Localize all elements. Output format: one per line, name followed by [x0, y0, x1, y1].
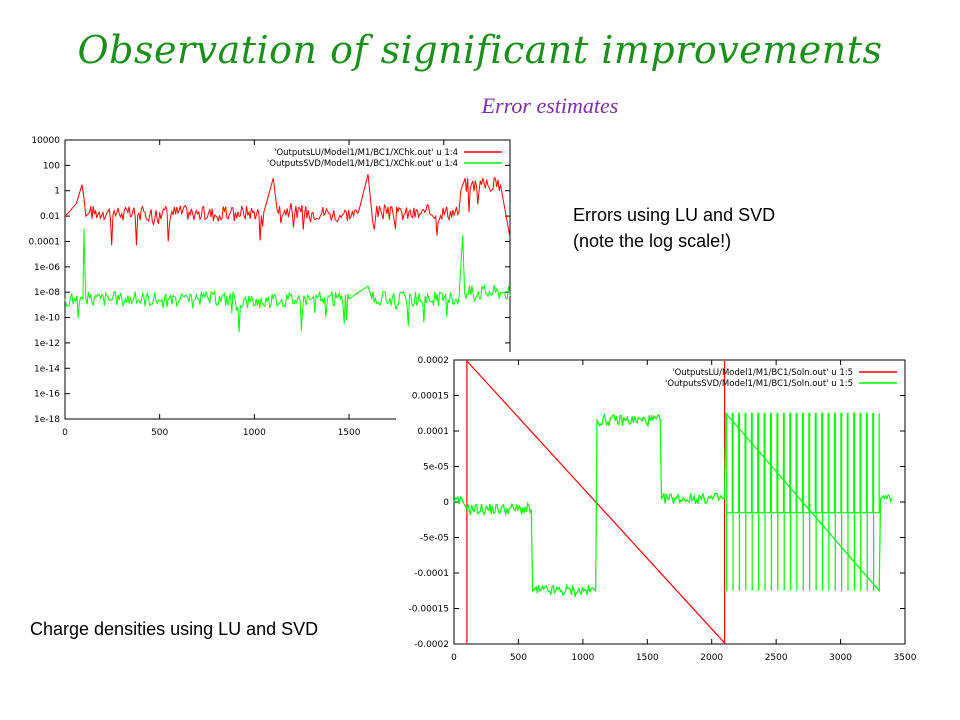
- errors-chart-ytick-label: 1: [54, 187, 60, 197]
- charge-chart-series-pulses: [725, 412, 880, 591]
- slide-title: Observation of significant improvements: [77, 28, 883, 72]
- charge-chart-ytick-label: 0.00015: [412, 392, 449, 402]
- errors-chart-ytick-label: 0.0001: [29, 237, 61, 247]
- errors-note-line2: (note the log scale!): [573, 231, 732, 251]
- errors-chart-xtick-label: 1000: [243, 428, 266, 438]
- errors-chart-ytick-label: 1e-16: [34, 390, 60, 400]
- charge-chart-xtick-label: 1000: [571, 653, 594, 663]
- errors-chart-ytick-label: 10000: [31, 136, 60, 146]
- charge-chart-ytick-label: -0.00015: [409, 605, 449, 615]
- errors-chart-ytick-label: 1e-10: [34, 314, 60, 324]
- charge-chart-xtick-label: 0: [451, 653, 457, 663]
- charge-chart-xtick-label: 3500: [894, 653, 917, 663]
- charge-chart-ytick-label: 0.0002: [418, 356, 450, 366]
- errors-chart-xtick-label: 0: [62, 428, 68, 438]
- errors-chart-legend-label-1: 'OutputsLU/Model1/M1/BC1/XChk.out' u 1:4: [274, 148, 458, 158]
- charge-chart-ytick-label: -0.0001: [414, 569, 449, 579]
- errors-chart-xtick-label: 500: [151, 428, 168, 438]
- errors-log-chart-svg: 1000010010.010.00011e-061e-081e-101e-121…: [29, 136, 511, 438]
- errors-chart-xtick-label: 1500: [338, 428, 361, 438]
- charge-chart-ytick-label: 0.0001: [418, 427, 450, 437]
- errors-chart-series-line-2: [64, 228, 511, 333]
- errors-note-line1: Errors using LU and SVD: [573, 205, 776, 225]
- charge-chart-ytick-label: 5e-05: [423, 463, 449, 473]
- errors-note: Errors using LU and SVD (note the log sc…: [573, 202, 775, 254]
- errors-chart-plot-frame: [64, 139, 511, 420]
- errors-chart-ytick-label: 1e-14: [34, 364, 60, 374]
- charge-chart-legend-label-2: 'OutputsSVD/Model1/M1/BC1/Soln.out' u 1:…: [665, 379, 853, 389]
- charge-chart-xtick-label: 2000: [700, 653, 723, 663]
- errors-log-chart: 10000 100 1 0.01 0.0001 1e-06 1e-08 1e-10 1e-12 1…: [18, 133, 526, 443]
- charge-density-chart-svg: 0.0002 0.00015 0.0001 5e-05 0 -5e-05 -0.0001 -0…: [409, 356, 917, 663]
- errors-chart-ytick-label: 1e-08: [34, 288, 60, 298]
- errors-chart-ytick-label: 1e-12: [34, 339, 60, 349]
- charge-chart-xtick-label: 3000: [829, 653, 852, 663]
- charge-chart-ytick-label: -5e-05: [420, 534, 449, 544]
- charge-chart-legend-label-1: 'OutputsLU/Model1/M1/BC1/Soln.out' u 1:5: [672, 368, 853, 378]
- charge-density-chart: 0.0002 0.00015 0.0001 5e-05 0 -5e-05 -0.0001 -0…: [396, 352, 918, 670]
- errors-chart-ytick-label: 1e-06: [34, 263, 60, 273]
- charge-chart-series-line-2: [453, 411, 893, 599]
- errors-chart-ytick-label: 0.01: [40, 212, 60, 222]
- charge-chart-ytick-label: -0.0002: [414, 640, 449, 650]
- slide-subtitle: Error estimates: [481, 93, 619, 118]
- errors-chart-legend-label-2: 'OutputsSVD/Model1/M1/BC1/XChk.out' u 1:…: [267, 159, 458, 169]
- charge-chart-series-line-1: [466, 359, 726, 645]
- errors-chart-series-line-1: [64, 174, 511, 246]
- errors-chart-ytick-label: 1e-18: [34, 415, 60, 425]
- charge-note: Charge densities using LU and SVD: [30, 619, 319, 639]
- charge-chart-xtick-label: 2500: [765, 653, 788, 663]
- charge-chart-xtick-label: 500: [510, 653, 527, 663]
- charge-chart-xtick-label: 1500: [636, 653, 659, 663]
- charge-chart-ytick-label: 0: [443, 498, 449, 508]
- errors-chart-ytick-label: 100: [43, 161, 60, 171]
